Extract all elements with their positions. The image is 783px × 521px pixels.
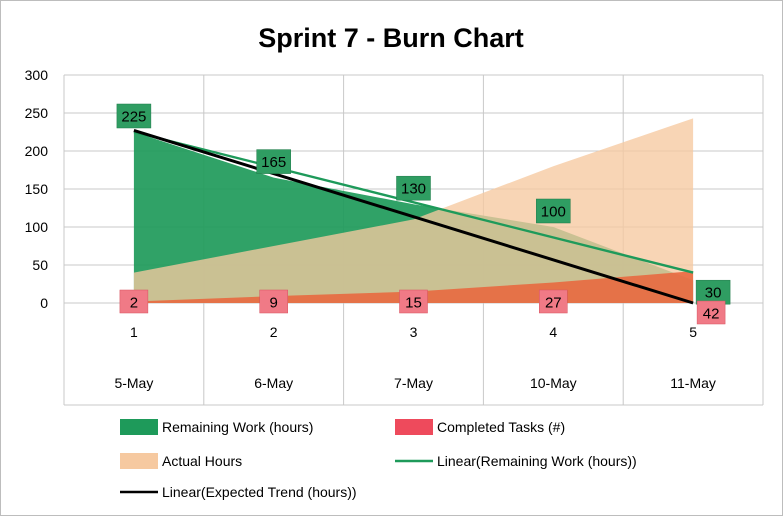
completed-data-label: 27 <box>545 295 562 312</box>
remaining-data-label: 130 <box>401 181 426 198</box>
remaining-label-box <box>256 149 291 174</box>
legend-label: Completed Tasks (#) <box>437 419 565 435</box>
x-number-label: 1 <box>130 324 138 340</box>
legend-label: Linear(Expected Trend (hours)) <box>162 484 357 500</box>
remaining-data-label: 225 <box>121 109 146 126</box>
x-category-label: 11-May <box>670 375 716 391</box>
legend-swatch <box>120 453 158 469</box>
legend-label: Remaining Work (hours) <box>162 419 313 435</box>
remaining-data-label: 100 <box>541 204 566 221</box>
y-tick-label: 150 <box>25 181 49 197</box>
remaining-label-box <box>695 279 731 305</box>
legend-swatch <box>120 419 158 435</box>
x-number-label: 5 <box>689 324 697 340</box>
completed-label-box <box>259 289 288 314</box>
trendline-1 <box>133 130 694 274</box>
x-category-label: 5-May <box>114 375 153 391</box>
completed-label-box <box>399 289 428 314</box>
trendline-2 <box>133 129 694 305</box>
legend-label: Linear(Remaining Work (hours)) <box>437 453 637 469</box>
legend: Remaining Work (hours) Completed Tasks (#… <box>120 419 637 500</box>
completed-label-box <box>696 300 726 325</box>
y-tick-label: 200 <box>25 143 49 159</box>
y-tick-label: 50 <box>32 257 48 273</box>
x-category-label: 7-May <box>394 375 433 391</box>
x-number-label: 2 <box>270 324 278 340</box>
remaining-label-box <box>116 103 152 129</box>
x-category-label: 10-May <box>530 375 577 391</box>
completed-data-label: 2 <box>130 295 138 312</box>
x-number-label: 4 <box>549 324 557 340</box>
completed-data-label: 15 <box>405 295 422 312</box>
area-series-2 <box>133 118 694 303</box>
chart-title: Sprint 7 - Burn Chart <box>258 23 524 53</box>
remaining-data-label: 30 <box>705 285 722 302</box>
remaining-label-box <box>536 198 571 224</box>
y-tick-label: 250 <box>25 105 49 121</box>
legend-label: Actual Hours <box>162 453 242 469</box>
completed-label-box <box>119 289 149 314</box>
remaining-label-box <box>396 175 431 201</box>
y-tick-label: 300 <box>25 67 49 83</box>
remaining-data-label: 165 <box>261 154 286 171</box>
x-number-label: 3 <box>410 324 418 340</box>
legend-swatch <box>395 419 433 435</box>
completed-data-label: 42 <box>703 306 720 323</box>
x-category-label: 6-May <box>254 375 293 391</box>
y-tick-label: 100 <box>25 219 49 235</box>
completed-label-box <box>539 289 568 314</box>
y-tick-label: 0 <box>40 295 48 311</box>
completed-data-label: 9 <box>270 295 278 312</box>
